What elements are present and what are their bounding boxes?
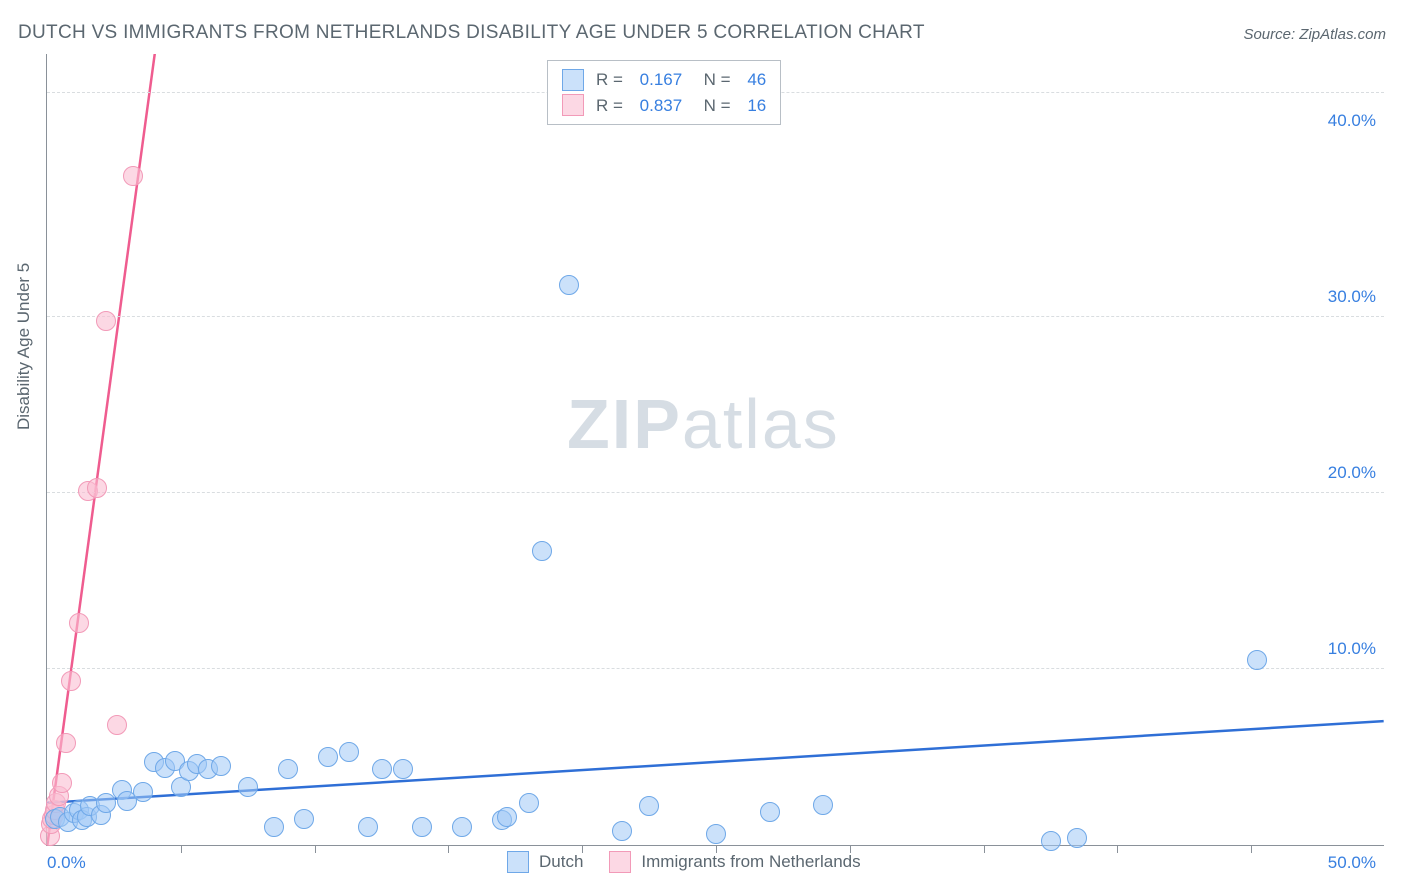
data-point-dutch: [358, 817, 378, 837]
data-point-immigrants: [52, 773, 72, 793]
legend-label: Immigrants from Netherlands: [641, 852, 860, 872]
trend-lines: [47, 54, 1384, 845]
stats-legend: R = 0.167 N = 46R = 0.837 N = 16: [547, 60, 781, 125]
data-point-dutch: [760, 802, 780, 822]
data-point-dutch: [813, 795, 833, 815]
x-tick-label: 50.0%: [1328, 853, 1376, 873]
source-attribution: Source: ZipAtlas.com: [1243, 26, 1386, 43]
data-point-immigrants: [61, 671, 81, 691]
data-point-dutch: [1041, 831, 1061, 851]
stat-r-label: R =: [596, 93, 628, 119]
plot-area: ZIPatlas 10.0%20.0%30.0%40.0%0.0%50.0%R …: [46, 54, 1384, 846]
data-point-dutch: [532, 541, 552, 561]
x-tick-label: 0.0%: [47, 853, 86, 873]
data-point-immigrants: [107, 715, 127, 735]
x-tick-mark: [181, 845, 182, 853]
x-tick-mark: [1117, 845, 1118, 853]
data-point-immigrants: [56, 733, 76, 753]
y-tick-label: 40.0%: [1328, 111, 1376, 131]
data-point-dutch: [393, 759, 413, 779]
data-point-dutch: [339, 742, 359, 762]
data-point-dutch: [612, 821, 632, 841]
watermark-rest: atlas: [682, 385, 840, 463]
stats-row-immigrants: R = 0.837 N = 16: [562, 93, 766, 119]
stat-r-value: 0.167: [640, 67, 683, 93]
y-tick-label: 30.0%: [1328, 287, 1376, 307]
data-point-immigrants: [96, 311, 116, 331]
data-point-dutch: [497, 807, 517, 827]
x-tick-mark: [315, 845, 316, 853]
y-tick-label: 10.0%: [1328, 639, 1376, 659]
data-point-immigrants: [87, 478, 107, 498]
data-point-immigrants: [69, 613, 89, 633]
gridline: [47, 316, 1384, 317]
swatch-icon: [562, 94, 584, 116]
data-point-dutch: [452, 817, 472, 837]
stat-n-label: N =: [694, 93, 735, 119]
stat-n-value: 16: [747, 93, 766, 119]
gridline: [47, 492, 1384, 493]
swatch-icon: [507, 851, 529, 873]
stat-r-value: 0.837: [640, 93, 683, 119]
y-axis-label: Disability Age Under 5: [14, 263, 34, 430]
data-point-dutch: [211, 756, 231, 776]
data-point-dutch: [133, 782, 153, 802]
y-tick-label: 20.0%: [1328, 463, 1376, 483]
chart-title: DUTCH VS IMMIGRANTS FROM NETHERLANDS DIS…: [18, 22, 925, 44]
data-point-dutch: [294, 809, 314, 829]
data-point-dutch: [706, 824, 726, 844]
data-point-dutch: [264, 817, 284, 837]
x-tick-mark: [448, 845, 449, 853]
data-point-dutch: [1067, 828, 1087, 848]
data-point-dutch: [639, 796, 659, 816]
trendline-immigrants: [47, 54, 1383, 845]
data-point-dutch: [372, 759, 392, 779]
chart-container: DUTCH VS IMMIGRANTS FROM NETHERLANDS DIS…: [0, 0, 1406, 892]
watermark-bold: ZIP: [567, 385, 682, 463]
data-point-dutch: [559, 275, 579, 295]
data-point-dutch: [1247, 650, 1267, 670]
stats-row-dutch: R = 0.167 N = 46: [562, 67, 766, 93]
x-tick-mark: [984, 845, 985, 853]
data-point-dutch: [412, 817, 432, 837]
data-point-dutch: [318, 747, 338, 767]
swatch-icon: [562, 69, 584, 91]
data-point-immigrants: [123, 166, 143, 186]
watermark: ZIPatlas: [567, 384, 840, 464]
stat-n-label: N =: [694, 67, 735, 93]
stat-n-value: 46: [747, 67, 766, 93]
swatch-icon: [609, 851, 631, 873]
x-tick-mark: [1251, 845, 1252, 853]
data-point-dutch: [238, 777, 258, 797]
data-point-dutch: [519, 793, 539, 813]
series-legend: Dutch Immigrants from Netherlands: [507, 851, 877, 873]
stat-r-label: R =: [596, 67, 628, 93]
gridline: [47, 668, 1384, 669]
legend-label: Dutch: [539, 852, 583, 872]
data-point-dutch: [278, 759, 298, 779]
